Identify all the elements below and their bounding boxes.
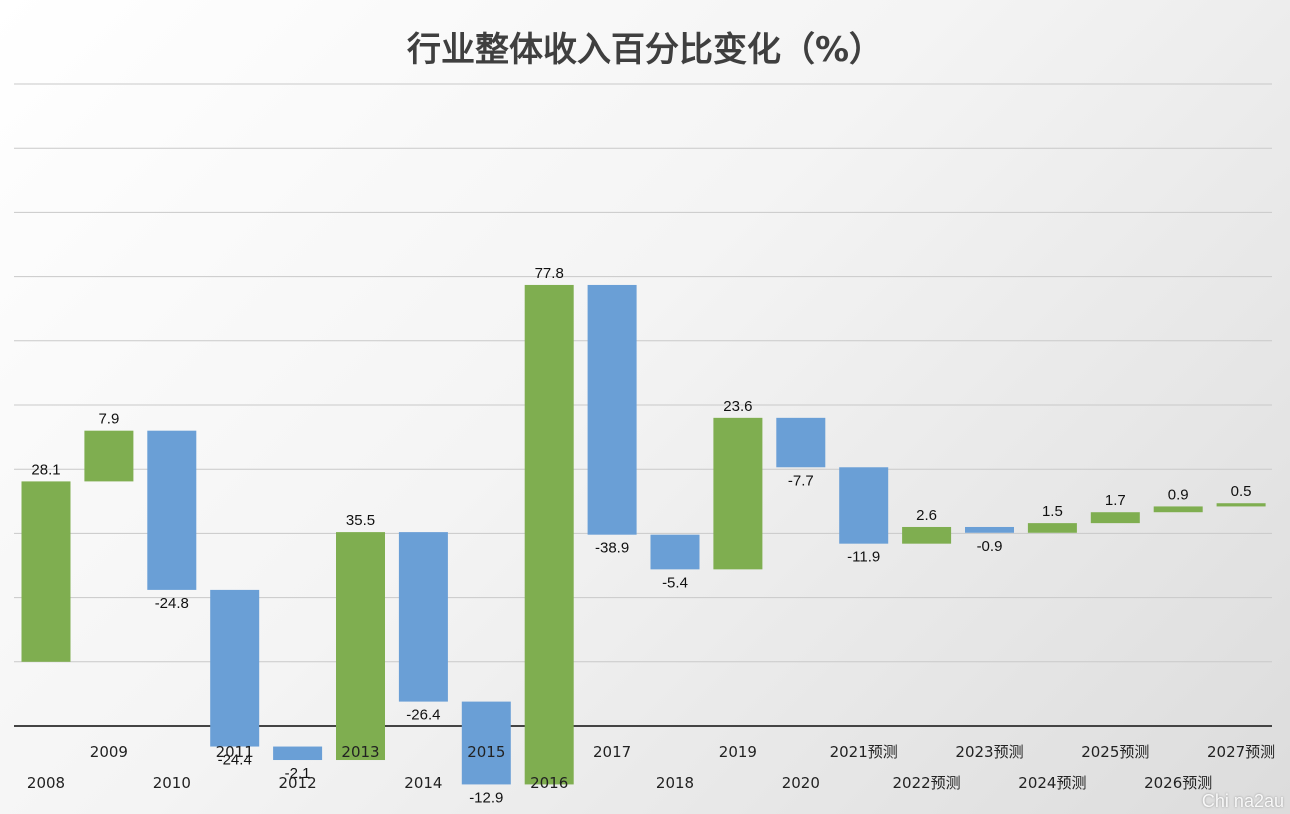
gridlines	[14, 83, 1272, 727]
bar-2024预测	[1027, 523, 1077, 533]
value-label-2027预测: 0.5	[1231, 483, 1252, 500]
category-label-2026预测: 2026预测	[1144, 774, 1212, 792]
value-label-2024预测: 1.5	[1042, 503, 1063, 520]
bar-2020	[776, 417, 826, 468]
value-label-2026预测: 0.9	[1168, 486, 1189, 503]
category-label-2018: 2018	[656, 774, 694, 792]
bar-2022预测	[902, 526, 952, 544]
chart-title: 行业整体收入百分比变化（%）	[406, 30, 884, 70]
value-label-2017: -38.9	[595, 540, 629, 557]
category-label-2010: 2010	[153, 774, 191, 792]
category-label-2025预测: 2025预测	[1081, 743, 1149, 761]
category-label-2009: 2009	[90, 743, 128, 761]
value-label-2015: -12.9	[469, 789, 503, 806]
bar-2013	[336, 532, 385, 761]
value-label-2020: -7.7	[788, 472, 814, 489]
value-label-2012: -2.1	[285, 765, 311, 782]
bar-2017	[587, 284, 637, 535]
value-labels: 28.1 7.9 -24.8 -24.4 -2.1 35.5 -26.4 -12.9 77.8 -…	[31, 265, 1251, 806]
value-label-2021预测: -11.9	[847, 549, 880, 566]
category-label-2022预测: 2022预测	[893, 774, 961, 792]
category-labels: 2008 2009 2010 2011 2012 2013 2014 2015 2016 2017…	[27, 743, 1275, 792]
bar-2011	[210, 589, 260, 747]
category-label-2019: 2019	[719, 743, 757, 761]
value-label-2025预测: 1.7	[1105, 492, 1126, 509]
bar-2016	[524, 284, 574, 785]
value-label-2010: -24.8	[155, 595, 189, 612]
category-label-2015: 2015	[467, 743, 505, 761]
category-label-2016: 2016	[530, 774, 568, 792]
category-label-2013: 2013	[341, 743, 379, 761]
value-label-2023预测: -0.9	[977, 538, 1003, 555]
value-label-2009: 7.9	[98, 411, 119, 428]
bar-2015	[461, 701, 511, 785]
category-label-2023预测: 2023预测	[955, 743, 1023, 761]
bar-2026预测	[1153, 506, 1203, 513]
value-label-2013: 35.5	[346, 512, 375, 529]
category-label-2008: 2008	[27, 774, 65, 792]
category-label-2011: 2011	[216, 743, 254, 761]
value-label-2008: 28.1	[31, 461, 60, 478]
value-label-2014: -26.4	[406, 707, 440, 724]
bar-2025预测	[1090, 512, 1140, 524]
category-label-2017: 2017	[593, 743, 631, 761]
bar-2008	[21, 481, 71, 662]
bar-2021预测	[839, 467, 889, 544]
watermark-text: Chi na2au	[1201, 791, 1284, 811]
value-label-2019: 23.6	[723, 398, 752, 415]
category-label-2012: 2012	[279, 774, 317, 792]
bar-2012	[273, 746, 323, 761]
category-label-2014: 2014	[404, 774, 442, 792]
category-label-2024预测: 2024预测	[1018, 774, 1086, 792]
bar-2019	[713, 417, 763, 570]
bar-2014	[398, 532, 448, 702]
value-label-2018: -5.4	[662, 574, 688, 591]
bar-2018	[650, 534, 700, 570]
bar-2009	[84, 430, 134, 482]
bar-2027预测	[1216, 503, 1266, 507]
value-label-2022预测: 2.6	[916, 507, 937, 524]
value-label-2011: -24.4	[218, 752, 252, 769]
bars	[21, 284, 1266, 785]
value-label-2016: 77.8	[535, 265, 564, 282]
bar-2010	[147, 430, 197, 590]
category-label-2027预测: 2027预测	[1207, 743, 1275, 761]
category-label-2021预测: 2021预测	[830, 743, 898, 761]
bar-2023预测	[965, 526, 1014, 533]
category-label-2020: 2020	[782, 774, 820, 792]
